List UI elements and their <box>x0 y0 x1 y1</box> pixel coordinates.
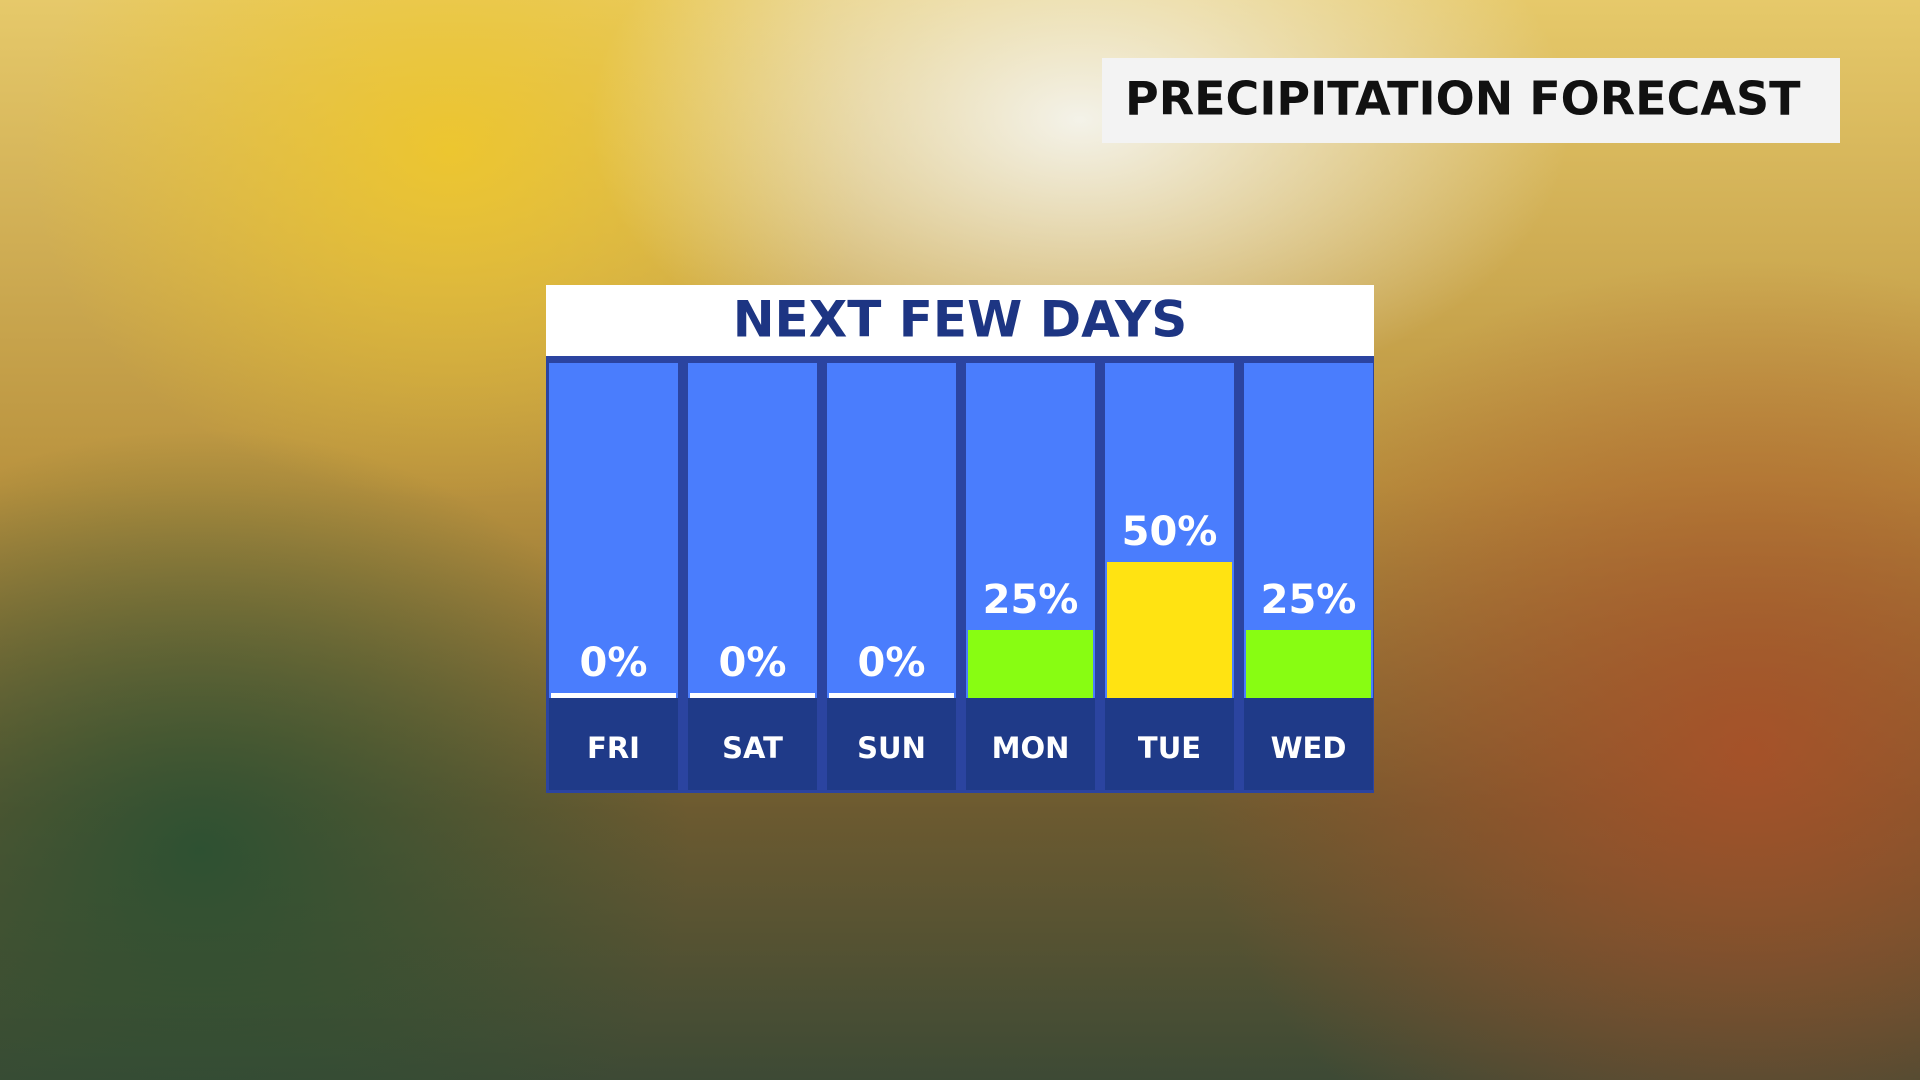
value-label: 0% <box>719 640 787 686</box>
x-tick-label: TUE <box>1138 731 1201 765</box>
x-tick-label: FRI <box>587 731 640 765</box>
panel-title-band <box>546 285 1374 356</box>
header-box <box>1102 58 1840 143</box>
bar <box>1107 562 1232 698</box>
bar <box>968 630 1093 698</box>
day-band <box>688 698 817 790</box>
value-label: 25% <box>1261 577 1357 623</box>
x-tick-label: SAT <box>722 731 783 765</box>
panel <box>546 285 1374 793</box>
day-band <box>1244 698 1373 790</box>
value-label: 50% <box>1122 509 1218 555</box>
x-tick-label: SUN <box>857 731 926 765</box>
x-tick-label: WED <box>1271 731 1347 765</box>
chart-title: NEXT FEW DAYS <box>733 291 1188 349</box>
value-label: 0% <box>858 640 926 686</box>
day-band <box>827 698 956 790</box>
header-title: PRECIPITATION FORECAST <box>1125 72 1801 126</box>
day-band <box>549 698 678 790</box>
value-label: 25% <box>983 577 1079 623</box>
bar <box>551 693 676 698</box>
day-band <box>966 698 1095 790</box>
bar <box>690 693 815 698</box>
value-label: 0% <box>580 640 648 686</box>
bar <box>829 693 954 698</box>
x-tick-label: MON <box>992 731 1070 765</box>
day-band <box>1105 698 1234 790</box>
bar <box>1246 630 1371 698</box>
